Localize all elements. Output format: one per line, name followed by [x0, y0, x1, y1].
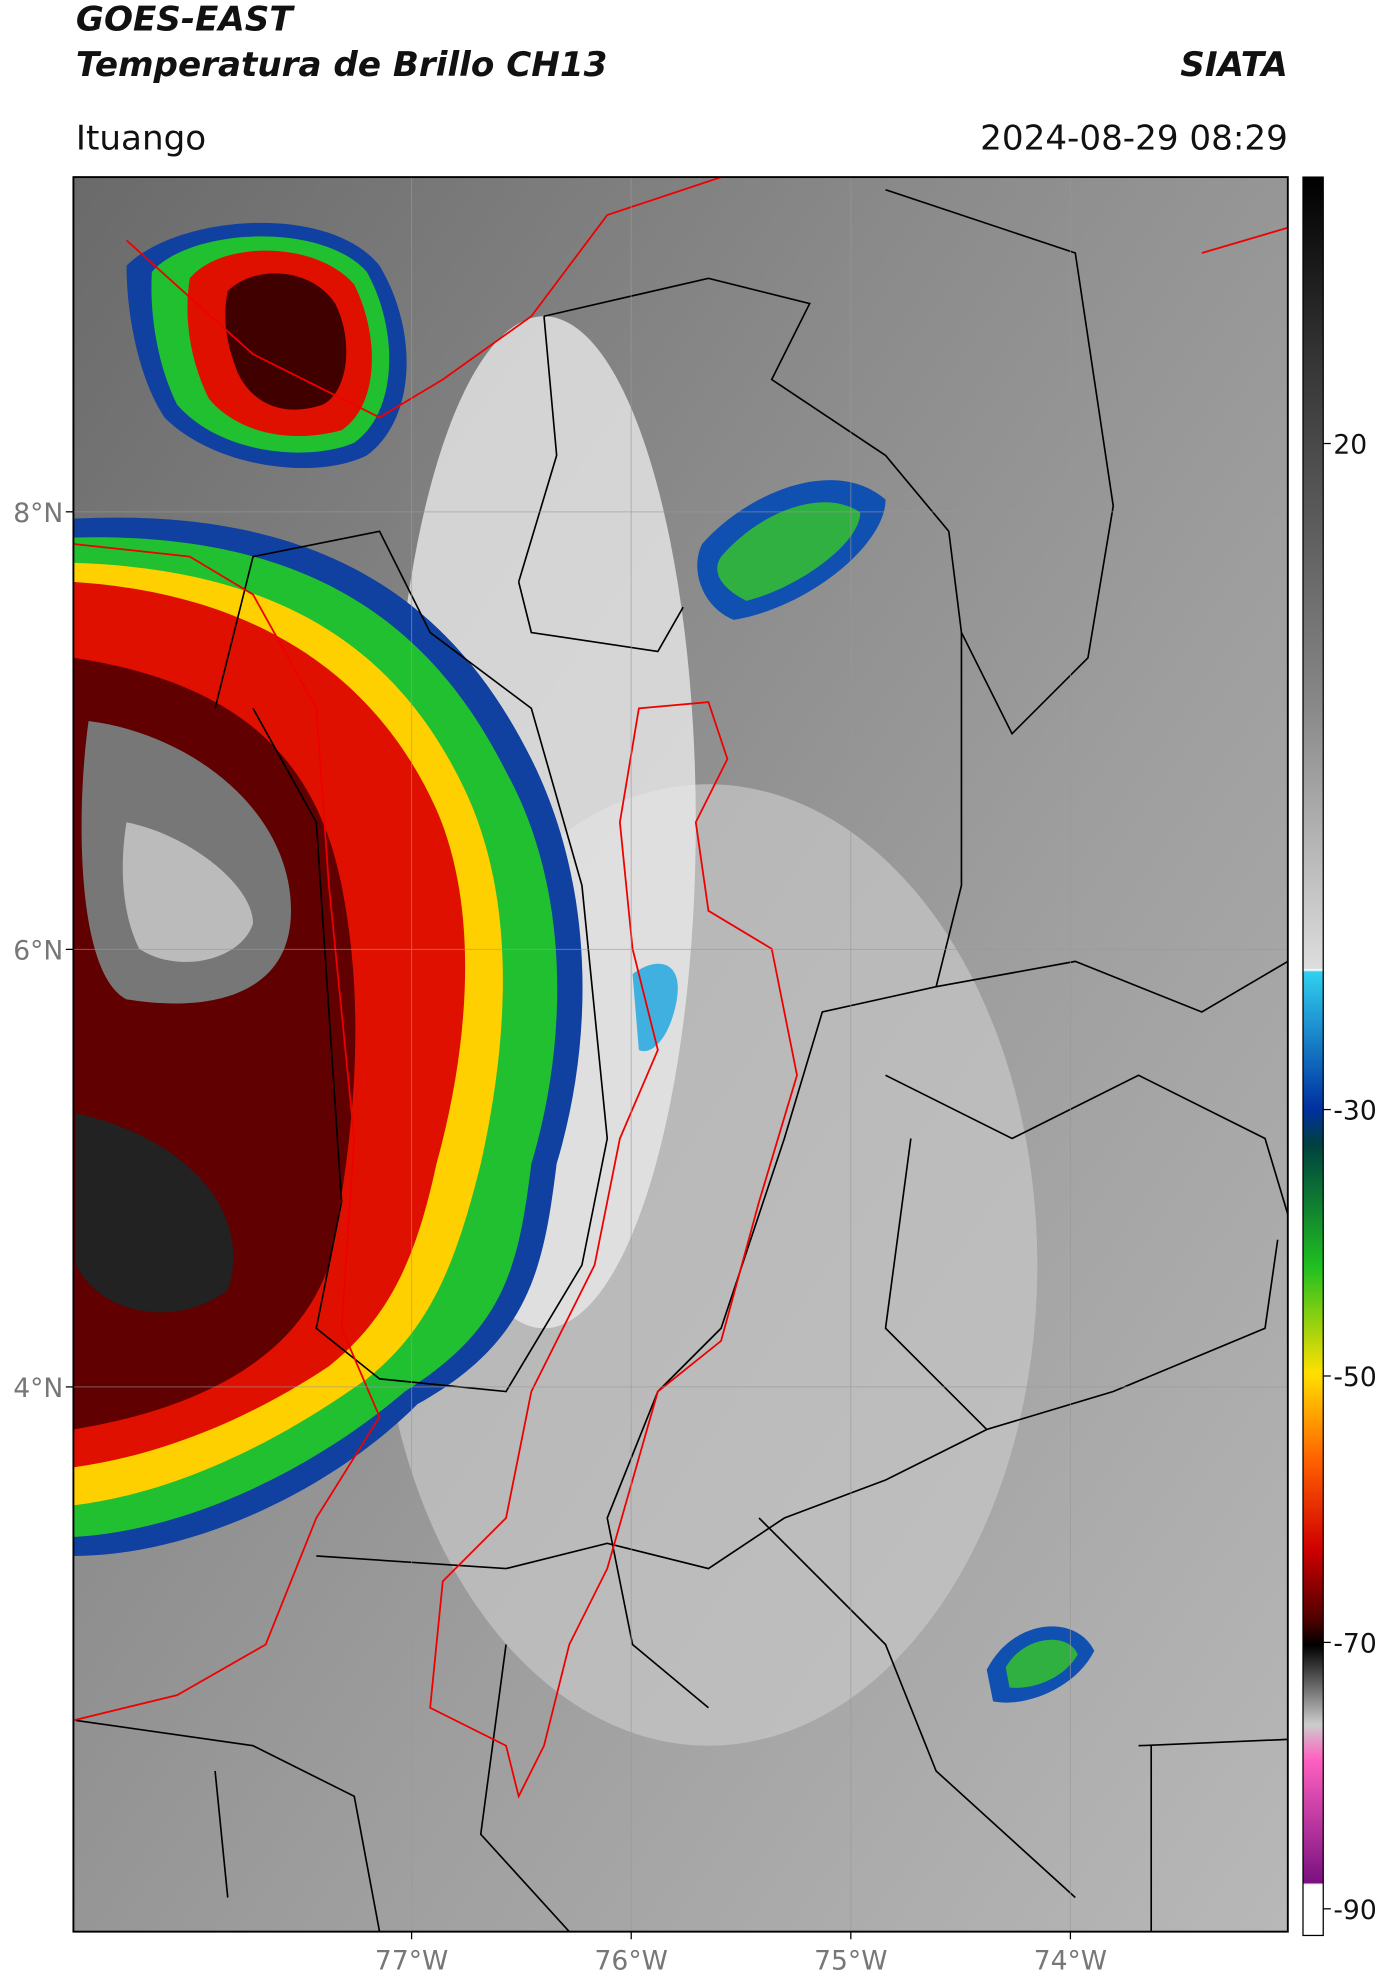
title: Temperatura de Brillo CH13 — [76, 45, 607, 85]
colorbar-tick-label: 20 — [1333, 430, 1367, 461]
y-tick-label: 4°N — [13, 1373, 63, 1404]
datetime: 2024-08-29 08:29 — [980, 118, 1288, 158]
x-tick-label: 77°W — [375, 1946, 448, 1977]
colorbar-tick-label: -30 — [1333, 1096, 1376, 1127]
brand: SIATA — [1180, 45, 1288, 85]
x-tick-label: 76°W — [595, 1946, 668, 1977]
colorbar-tick-label: -70 — [1333, 1629, 1376, 1660]
title: GOES-EAST — [76, 0, 295, 39]
map-frame — [72, 176, 1289, 1933]
colorbar-tick-label: -50 — [1333, 1362, 1376, 1393]
y-tick-label: 8°N — [13, 498, 63, 529]
location: Ituango — [76, 118, 206, 158]
colorbar — [1302, 176, 1324, 1937]
map-image — [73, 177, 1288, 1932]
grid — [73, 177, 1288, 1932]
colorbar-tick-label: -90 — [1333, 1895, 1376, 1926]
y-tick-label: 6°N — [13, 935, 63, 966]
x-tick-label: 74°W — [1034, 1946, 1107, 1977]
x-tick-label: 75°W — [814, 1946, 887, 1977]
